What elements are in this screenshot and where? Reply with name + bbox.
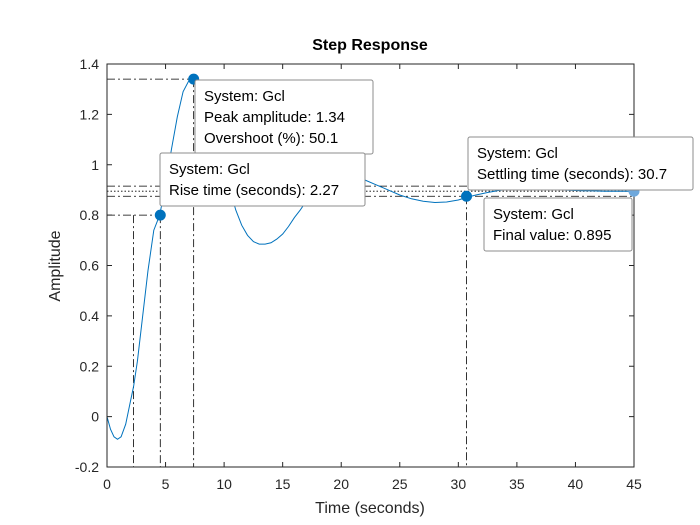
x-tick-label: 15 — [275, 476, 291, 492]
peak-datatip-line: Overshoot (%): 50.1 — [204, 130, 338, 147]
y-tick-label: 1.4 — [80, 56, 100, 72]
rise-marker — [154, 209, 166, 221]
x-tick-label: 30 — [451, 476, 467, 492]
y-tick-label: 0.2 — [80, 358, 100, 374]
settling-datatip-line: System: Gcl — [477, 145, 558, 162]
peak-datatip-line: Peak amplitude: 1.34 — [204, 109, 345, 126]
peak-datatip-line: System: Gcl — [204, 88, 285, 105]
y-tick-label: -0.2 — [75, 459, 99, 475]
y-axis-label: Amplitude — [47, 230, 64, 301]
x-tick-label: 20 — [333, 476, 349, 492]
y-tick-label: 0.8 — [80, 207, 100, 223]
y-tick-label: 1.2 — [80, 106, 100, 122]
x-tick-label: 10 — [216, 476, 232, 492]
x-tick-label: 40 — [568, 476, 584, 492]
final-datatip-box — [483, 197, 633, 252]
y-tick-label: 0.6 — [80, 258, 100, 274]
final-datatip: System: Gcl Final value: 0.895 — [483, 197, 633, 252]
chart-title: Step Response — [312, 37, 428, 54]
peak-datatip: System: Gcl Peak amplitude: 1.34 Overshoot… — [194, 79, 374, 155]
rise-datatip-line: Rise time (seconds): 2.27 — [169, 182, 339, 199]
rise-datatip: System: Gcl Rise time (seconds): 2.27 — [159, 152, 366, 207]
x-tick-label: 25 — [392, 476, 408, 492]
ticks-layer: 0 5 10 15 20 25 30 35 40 45-0.200.20.40.60.811.21… — [75, 56, 642, 492]
x-tick-label: 5 — [162, 476, 170, 492]
settling-marker — [461, 190, 473, 202]
rise-datatip-line: System: Gcl — [169, 161, 250, 178]
x-tick-label: 45 — [626, 476, 642, 492]
rise-datatip-box — [159, 152, 366, 207]
settling-datatip-box — [467, 136, 694, 191]
y-tick-label: 0 — [91, 409, 99, 425]
final-datatip-line: System: Gcl — [493, 206, 574, 223]
x-axis-label: Time (seconds) — [315, 500, 425, 517]
x-tick-label: 0 — [103, 476, 111, 492]
y-tick-label: 1 — [91, 157, 99, 173]
final-datatip-line: Final value: 0.895 — [493, 227, 611, 244]
settling-datatip-line: Settling time (seconds): 30.7 — [477, 166, 667, 183]
x-tick-label: 35 — [509, 476, 525, 492]
settling-datatip: System: Gcl Settling time (seconds): 30.7 — [467, 136, 694, 191]
tips-layer: System: Gcl Peak amplitude: 1.34 Overshoot… — [159, 79, 694, 252]
y-tick-label: 0.4 — [80, 308, 100, 324]
